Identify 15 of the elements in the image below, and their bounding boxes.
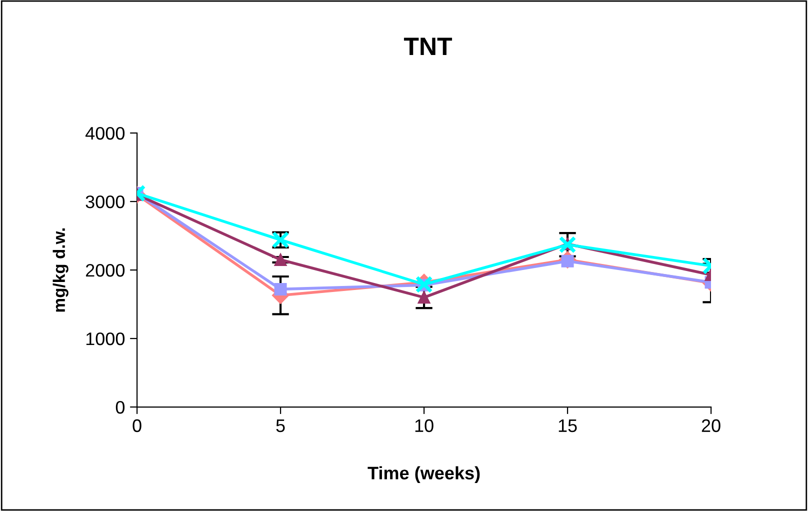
x-axis-title: Time (weeks): [368, 466, 480, 484]
point: [418, 291, 430, 304]
x-tick-label: 15: [558, 419, 577, 432]
y-tick-label: 2000: [86, 264, 125, 277]
y-tick-label: 1000: [86, 332, 125, 346]
y-tick-label: 3000: [86, 195, 125, 208]
x-tick-label: 10: [415, 419, 434, 432]
x-tick-label: 0: [132, 419, 142, 432]
y-tick-label: 4000: [85, 126, 125, 140]
y-tick-label: 0: [116, 400, 125, 414]
y-axis-title: mg/kg d.w.: [52, 228, 68, 312]
x-tick-label: 20: [702, 419, 720, 432]
chart-title: TNT: [404, 38, 452, 56]
x-tick-label: 5: [276, 419, 285, 432]
point: [558, 236, 576, 254]
